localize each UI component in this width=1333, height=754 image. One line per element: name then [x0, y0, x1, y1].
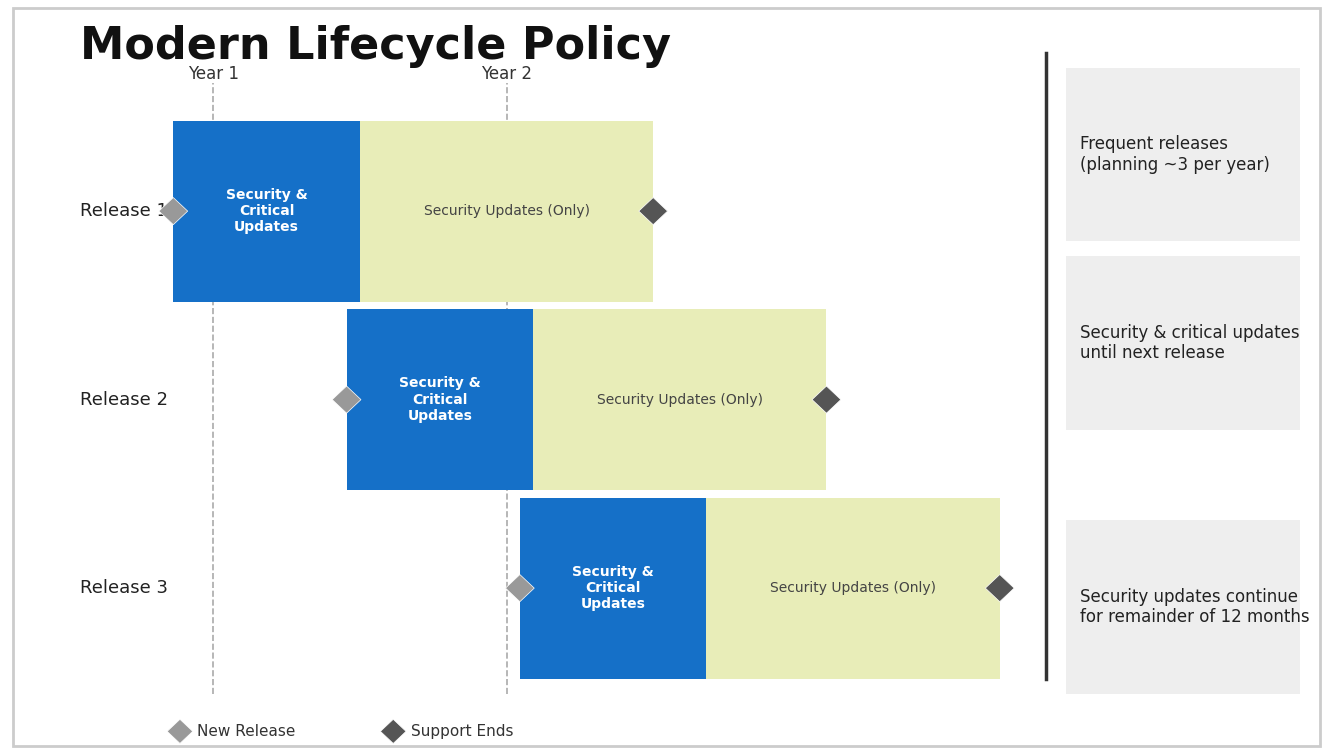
- FancyBboxPatch shape: [347, 309, 533, 490]
- FancyBboxPatch shape: [520, 498, 706, 679]
- Text: Security & critical updates
until next release: Security & critical updates until next r…: [1080, 323, 1300, 363]
- Text: Year 1: Year 1: [188, 65, 239, 83]
- Polygon shape: [812, 386, 841, 413]
- Text: Modern Lifecycle Policy: Modern Lifecycle Policy: [80, 25, 670, 68]
- Text: Support Ends: Support Ends: [411, 724, 513, 739]
- Text: Security &
Critical
Updates: Security & Critical Updates: [572, 565, 655, 611]
- Polygon shape: [505, 575, 535, 602]
- Text: Release 1: Release 1: [80, 202, 168, 220]
- Text: New Release: New Release: [197, 724, 296, 739]
- Text: Security Updates (Only): Security Updates (Only): [424, 204, 589, 218]
- Text: Security updates continue
for remainder of 12 months: Security updates continue for remainder …: [1080, 587, 1309, 627]
- Polygon shape: [332, 386, 361, 413]
- FancyBboxPatch shape: [1066, 520, 1300, 694]
- Text: Security &
Critical
Updates: Security & Critical Updates: [399, 376, 481, 423]
- Text: Release 2: Release 2: [80, 391, 168, 409]
- Text: Security &
Critical
Updates: Security & Critical Updates: [225, 188, 308, 234]
- Polygon shape: [985, 575, 1014, 602]
- FancyBboxPatch shape: [1066, 68, 1300, 241]
- FancyBboxPatch shape: [533, 309, 826, 490]
- Text: Release 3: Release 3: [80, 579, 168, 597]
- Polygon shape: [167, 719, 193, 743]
- Polygon shape: [639, 198, 668, 225]
- Text: Security Updates (Only): Security Updates (Only): [597, 393, 762, 406]
- FancyBboxPatch shape: [706, 498, 1000, 679]
- Text: Year 2: Year 2: [481, 65, 532, 83]
- Polygon shape: [380, 719, 407, 743]
- Polygon shape: [159, 198, 188, 225]
- FancyBboxPatch shape: [173, 121, 360, 302]
- FancyBboxPatch shape: [360, 121, 653, 302]
- FancyBboxPatch shape: [1066, 256, 1300, 430]
- Text: Frequent releases
(planning ~3 per year): Frequent releases (planning ~3 per year): [1080, 135, 1269, 174]
- Text: Security Updates (Only): Security Updates (Only): [770, 581, 936, 595]
